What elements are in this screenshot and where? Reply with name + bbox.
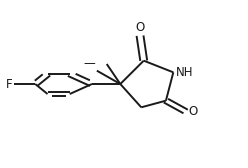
Text: O: O: [189, 105, 198, 118]
Text: —: —: [84, 57, 96, 70]
Text: NH: NH: [176, 66, 194, 79]
Text: F: F: [6, 77, 12, 91]
Text: O: O: [135, 21, 145, 34]
